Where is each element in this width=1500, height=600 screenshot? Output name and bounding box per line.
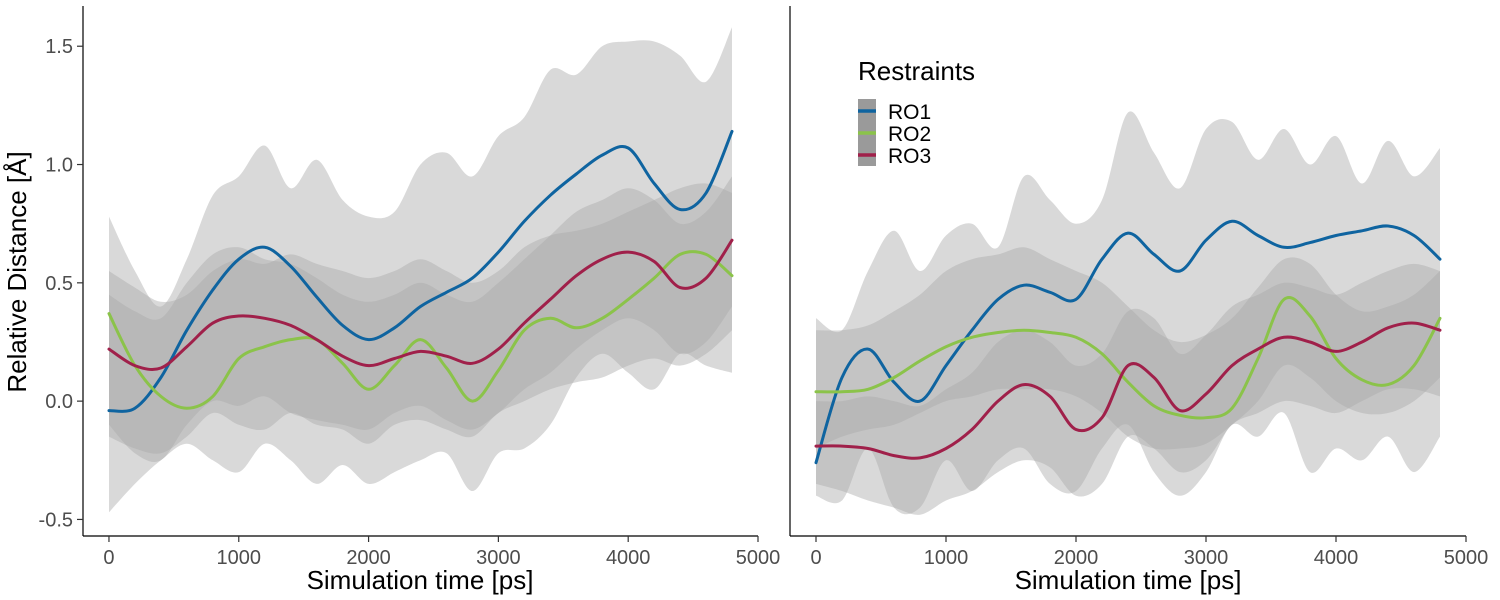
right-x-tick-label: 2000 (1054, 547, 1099, 569)
legend-label-ro3: RO3 (888, 145, 931, 168)
left-x-tick-label: 3000 (476, 547, 521, 569)
legend-label-ro1: RO1 (888, 101, 931, 124)
right-x-ticks: 0 1000 2000 3000 4000 5000 (810, 536, 1488, 569)
right-line-ro1 (814, 219, 1442, 465)
left-y-tick-label: 0.5 (45, 273, 73, 295)
right-x-tick-label: 3000 (1184, 547, 1229, 569)
right-line-ro2 (814, 296, 1442, 420)
right-band-ro1 (816, 111, 1440, 515)
right-x-axis-title: Simulation time [ps] (1015, 565, 1242, 595)
left-band-ro2 (109, 183, 732, 454)
legend-label-ro2: RO2 (888, 123, 931, 146)
left-lines (107, 129, 734, 413)
legend-title: Restraints (858, 56, 975, 86)
left-x-tick-label: 0 (103, 547, 114, 569)
right-band-ro3 (816, 263, 1440, 515)
left-y-tick-label: 1.5 (45, 36, 73, 58)
left-x-tick-label: 4000 (606, 547, 651, 569)
left-y-tick-label: -0.5 (39, 509, 73, 531)
left-band-ro3 (109, 176, 732, 463)
right-lines (814, 219, 1442, 465)
right-line-ro3 (814, 321, 1442, 460)
left-line-ro3 (107, 238, 734, 371)
right-x-tick-label: 1000 (924, 547, 969, 569)
left-line-ro2 (107, 250, 734, 410)
right-x-tick-label: 0 (810, 547, 821, 569)
left-x-tick-label: 1000 (217, 547, 262, 569)
left-line-ro1 (107, 129, 734, 413)
left-panel: 0 1000 2000 3000 4000 5000 -0.5 0.0 0.5 1.0 1.5 S… (2, 6, 780, 595)
left-y-axis-title: Relative Distance [Å] (2, 151, 32, 392)
left-x-ticks: 0 1000 2000 3000 4000 5000 (103, 536, 780, 569)
left-y-tick-label: 0.0 (45, 391, 73, 413)
right-panel: 0 1000 2000 3000 4000 5000 Simulation time [p… (789, 6, 1488, 595)
right-x-tick-label: 4000 (1314, 547, 1359, 569)
left-bands (109, 27, 732, 513)
left-x-axis-title: Simulation time [ps] (307, 565, 534, 595)
right-bands (816, 111, 1440, 515)
right-x-tick-label: 5000 (1444, 547, 1489, 569)
left-x-tick-label: 2000 (346, 547, 391, 569)
left-y-tick-label: 1.0 (45, 155, 73, 177)
left-band-ro1 (109, 27, 732, 513)
left-x-tick-label: 5000 (736, 547, 781, 569)
left-y-ticks: -0.5 0.0 0.5 1.0 1.5 (39, 36, 83, 531)
